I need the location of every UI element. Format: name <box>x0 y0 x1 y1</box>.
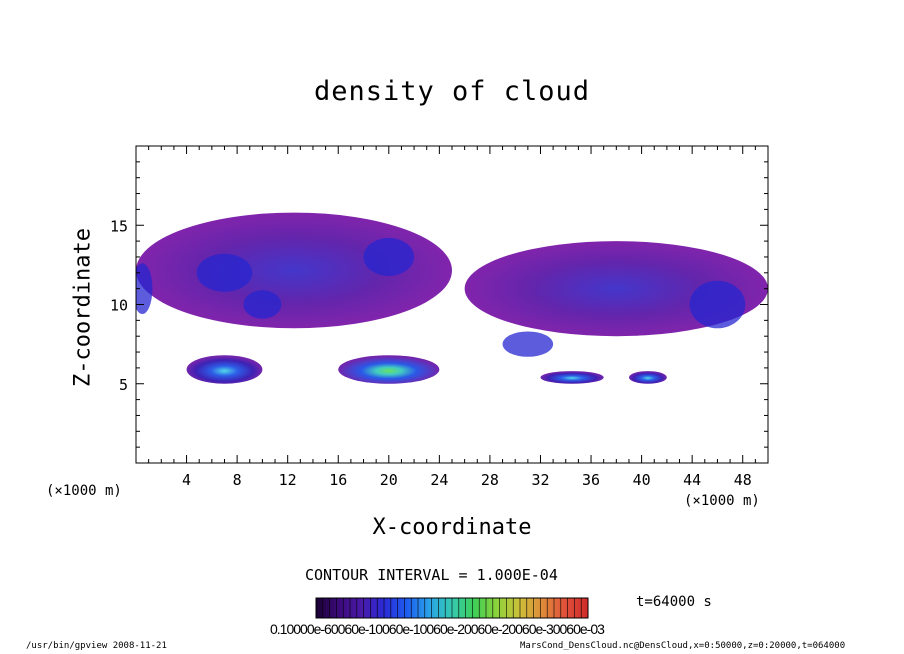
x-unit-right: (×1000 m) <box>684 493 760 509</box>
x-tick-label: 36 <box>582 471 600 489</box>
x-tick-label: 20 <box>380 471 398 489</box>
cloud-region <box>136 212 452 329</box>
cloud-region <box>540 371 604 384</box>
x-tick-label: 8 <box>233 471 242 489</box>
x-axis-label: X-coordinate <box>372 515 532 540</box>
x-tick-label: 4 <box>182 471 191 489</box>
x-unit-left: (×1000 m) <box>46 483 122 499</box>
contour-interval: CONTOUR INTERVAL = 1.000E-04 <box>305 566 558 584</box>
cloud-core <box>136 263 153 315</box>
y-axis-label: Z-coordinate <box>70 228 96 387</box>
cloud-region <box>338 355 440 384</box>
time-label: t=64000 s <box>636 594 712 610</box>
cloud-core <box>502 331 554 357</box>
y-tick-label: 10 <box>110 297 128 315</box>
chart-title: density of cloud <box>313 76 591 107</box>
x-tick-label: 16 <box>329 471 347 489</box>
cloud-core <box>689 280 746 329</box>
x-tick-label: 44 <box>683 471 701 489</box>
x-tick-label: 48 <box>734 471 752 489</box>
cloud-region <box>186 355 263 384</box>
colorbar-tick-labels: 0.10000e-60060e-10060e-10060e-20060e-200… <box>270 621 605 637</box>
cloud-region <box>628 371 667 384</box>
cloud-core <box>196 253 253 292</box>
footer-left: /usr/bin/gpview 2008-11-21 <box>26 641 167 651</box>
x-tick-label: 28 <box>481 471 499 489</box>
cloud-core <box>243 290 282 319</box>
x-tick-label: 32 <box>531 471 549 489</box>
y-tick-label: 5 <box>119 376 128 394</box>
footer-right: MarsCond_DensCloud.nc@DensCloud,x=0:5000… <box>520 641 846 651</box>
x-tick-label: 12 <box>279 471 297 489</box>
y-tick-label: 15 <box>110 217 128 235</box>
cloud-core <box>363 237 415 276</box>
x-tick-label: 40 <box>633 471 651 489</box>
x-tick-label: 24 <box>430 471 448 489</box>
